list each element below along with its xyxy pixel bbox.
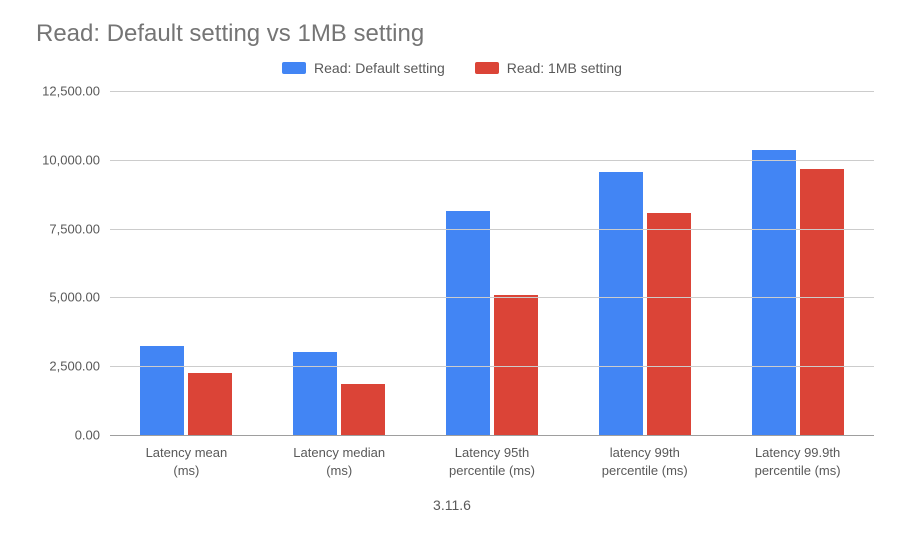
legend-swatch-1mb bbox=[475, 62, 499, 74]
bar-group bbox=[721, 91, 874, 435]
chart-title: Read: Default setting vs 1MB setting bbox=[36, 20, 874, 48]
bar bbox=[494, 295, 538, 435]
bar bbox=[599, 172, 643, 435]
bar bbox=[800, 169, 844, 435]
bar bbox=[188, 373, 232, 435]
legend-label-1mb: Read: 1MB setting bbox=[507, 60, 622, 76]
gridline bbox=[110, 229, 874, 230]
bar-group bbox=[263, 91, 416, 435]
plot-area: 0.002,500.005,000.007,500.0010,000.0012,… bbox=[110, 91, 874, 436]
legend-label-default: Read: Default setting bbox=[314, 60, 445, 76]
gridline bbox=[110, 366, 874, 367]
bar bbox=[341, 384, 385, 435]
y-tick-label: 2,500.00 bbox=[49, 359, 110, 374]
x-axis-title: 3.11.6 bbox=[30, 497, 874, 513]
x-tick-label: Latency 99.9thpercentile (ms) bbox=[721, 444, 874, 479]
bar bbox=[752, 150, 796, 435]
gridline bbox=[110, 160, 874, 161]
bar-group bbox=[416, 91, 569, 435]
bar bbox=[293, 352, 337, 435]
bar bbox=[647, 213, 691, 435]
y-tick-label: 0.00 bbox=[75, 428, 110, 443]
x-tick-label: Latency mean(ms) bbox=[110, 444, 263, 479]
bar bbox=[140, 346, 184, 435]
bar-group bbox=[110, 91, 263, 435]
legend-item-default: Read: Default setting bbox=[282, 60, 445, 76]
x-axis-labels: Latency mean(ms)Latency median(ms)Latenc… bbox=[110, 444, 874, 479]
y-tick-label: 5,000.00 bbox=[49, 290, 110, 305]
y-tick-label: 7,500.00 bbox=[49, 221, 110, 236]
bar bbox=[446, 211, 490, 435]
y-tick-label: 10,000.00 bbox=[42, 152, 110, 167]
chart-container: Read: Default setting vs 1MB setting Rea… bbox=[0, 0, 904, 558]
bars-layer bbox=[110, 91, 874, 435]
x-tick-label: latency 99thpercentile (ms) bbox=[568, 444, 721, 479]
legend: Read: Default setting Read: 1MB setting bbox=[30, 60, 874, 76]
legend-item-1mb: Read: 1MB setting bbox=[475, 60, 622, 76]
legend-swatch-default bbox=[282, 62, 306, 74]
x-tick-label: Latency median(ms) bbox=[263, 444, 416, 479]
y-tick-label: 12,500.00 bbox=[42, 84, 110, 99]
gridline bbox=[110, 91, 874, 92]
x-tick-label: Latency 95thpercentile (ms) bbox=[416, 444, 569, 479]
gridline bbox=[110, 297, 874, 298]
bar-group bbox=[568, 91, 721, 435]
